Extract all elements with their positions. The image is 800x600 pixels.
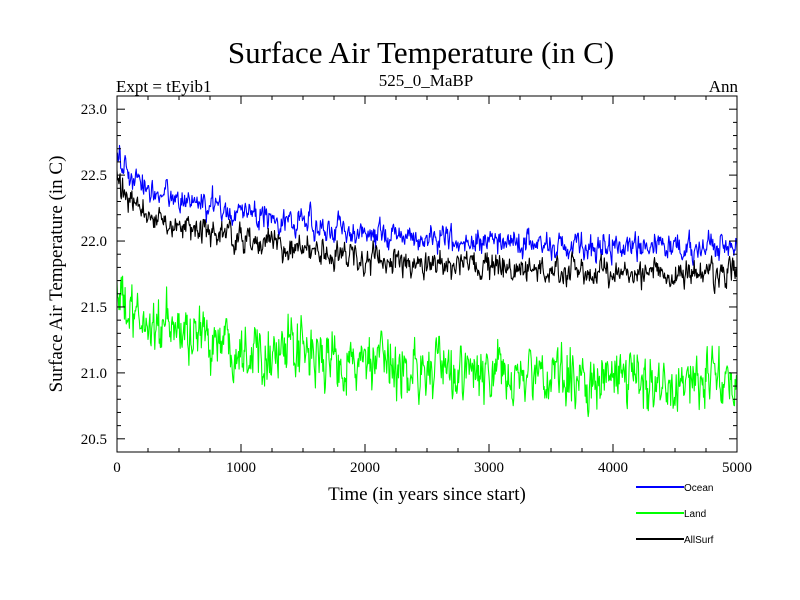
series-line-ocean [116,144,738,266]
y-tick-label: 21.0 [81,366,107,382]
x-tick-label: 2000 [350,460,380,476]
series-line-allsurf [116,170,738,295]
chart-title: Surface Air Temperature (in C) [228,35,614,70]
y-tick-label: 22.5 [81,168,107,184]
legend-label-ocean: Ocean [684,483,713,494]
x-tick-label: 1000 [226,460,256,476]
x-tick-label: 4000 [598,460,628,476]
x-tick-label: 3000 [474,460,504,476]
x-axis-label: Time (in years since start) [328,484,526,505]
chart-subtitle-right: Ann [709,77,739,96]
x-tick-label: 0 [113,460,121,476]
y-tick-label: 20.5 [81,432,107,448]
x-axis: 0 1000 2000 3000 4000 5000 [113,96,752,476]
y-axis-label: Surface Air Temperature (in C) [46,156,67,393]
y-tick-label: 22.0 [81,234,107,250]
y-axis: 20.5 21.0 21.5 22.0 22.5 23.0 [81,95,737,453]
legend: Ocean Land AllSurf [636,483,714,546]
y-tick-label: 23.0 [81,102,107,118]
legend-label-land: Land [684,509,706,520]
plot-series [116,144,738,418]
chart-subtitle-left: Expt = tEyib1 [116,77,212,96]
legend-label-allsurf: AllSurf [684,535,714,546]
chart-subtitle-center: 525_0_MaBP [379,71,473,90]
x-tick-label: 5000 [722,460,752,476]
series-line-land [116,275,738,418]
y-tick-label: 21.5 [81,300,107,316]
